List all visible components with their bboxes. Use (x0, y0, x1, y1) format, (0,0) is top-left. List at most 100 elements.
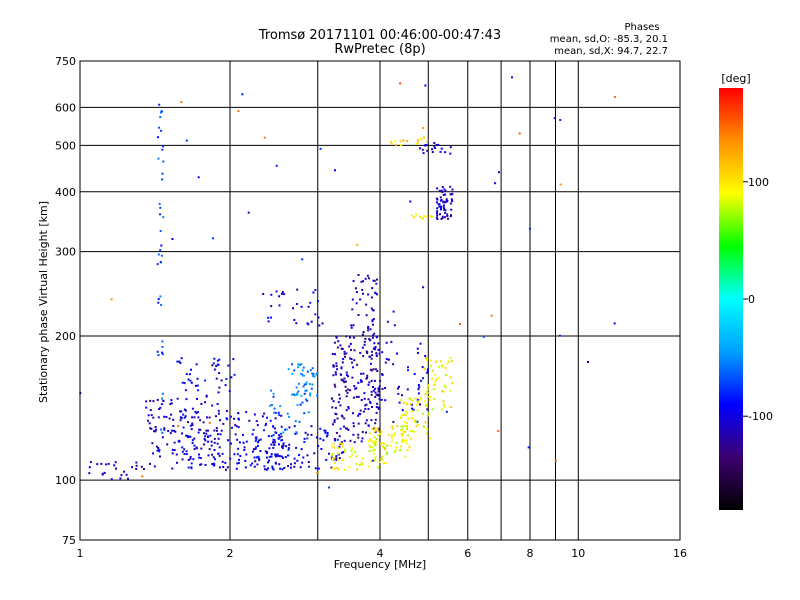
o-mode-point (295, 386, 298, 389)
o-mode-point (333, 419, 336, 422)
o-mode-point (407, 366, 409, 369)
o-mode-point (107, 462, 110, 465)
x-mode-point (380, 430, 383, 433)
o-mode-point (176, 461, 178, 464)
x-mode-point (371, 446, 374, 449)
o-mode-point (335, 432, 338, 434)
o-mode-point (184, 415, 187, 418)
o-mode-point (385, 341, 388, 344)
x-mode-point (402, 430, 405, 433)
o-mode-point (497, 171, 500, 174)
o-mode-point (422, 286, 425, 289)
o-mode-point (279, 455, 281, 458)
o-mode-point (392, 363, 395, 366)
x-mode-point (426, 385, 429, 388)
o-mode-point (179, 362, 182, 364)
o-mode-point (299, 466, 302, 469)
o-mode-point (334, 169, 336, 172)
o-mode-point (297, 363, 300, 366)
o-mode-point (151, 442, 154, 445)
o-mode-point (220, 379, 223, 382)
o-mode-point (163, 415, 166, 418)
o-mode-point (426, 408, 429, 411)
y-tick-label: 600 (55, 101, 76, 114)
o-mode-point (190, 428, 193, 430)
x-mode-point (336, 467, 339, 469)
x-mode-point (441, 390, 444, 393)
o-mode-point (295, 446, 298, 449)
o-mode-point (195, 384, 197, 387)
x-mode-point (373, 448, 376, 451)
o-mode-point (283, 467, 286, 469)
o-mode-point (211, 404, 214, 407)
o-mode-point (158, 103, 161, 106)
o-mode-point (256, 463, 259, 466)
x-mode-point (426, 357, 429, 360)
o-mode-point (438, 205, 441, 208)
o-mode-point (326, 433, 329, 436)
o-mode-point (244, 459, 247, 462)
o-mode-point (221, 452, 224, 455)
x-mode-point (431, 408, 434, 411)
o-mode-point (313, 375, 316, 378)
x-mode-point (331, 445, 334, 448)
o-mode-point (183, 408, 186, 411)
o-mode-point (392, 310, 395, 313)
o-mode-point (332, 400, 335, 403)
o-mode-point (277, 411, 280, 414)
o-mode-point (103, 471, 106, 474)
x-mode-point (421, 217, 424, 220)
o-mode-point (292, 393, 295, 396)
o-mode-point (281, 468, 284, 471)
o-mode-point (204, 464, 207, 466)
x-mode-point (449, 376, 452, 379)
x-mode-point (431, 369, 434, 372)
x-mode-point (413, 420, 416, 423)
o-mode-point (234, 433, 237, 436)
o-mode-point (304, 431, 307, 434)
o-mode-point (180, 417, 183, 420)
x-mode-point (409, 430, 411, 433)
o-mode-point (278, 443, 280, 446)
o-mode-point (218, 372, 221, 374)
x-mode-point (331, 467, 334, 470)
o-mode-point (377, 427, 380, 430)
o-mode-point (159, 406, 162, 409)
o-mode-point (160, 244, 163, 247)
o-mode-point (193, 448, 196, 451)
o-mode-point (334, 353, 336, 356)
o-mode-point (272, 392, 275, 395)
o-mode-point (338, 393, 341, 396)
o-mode-point (237, 426, 240, 429)
o-mode-point (158, 450, 161, 453)
o-mode-point (374, 422, 377, 425)
o-mode-point (369, 400, 372, 403)
o-mode-point (196, 384, 199, 387)
o-mode-point (355, 302, 358, 305)
o-mode-point (270, 443, 273, 446)
x-mode-point (415, 213, 418, 216)
o-mode-point (268, 459, 271, 462)
o-mode-point (336, 346, 339, 349)
o-mode-point (187, 459, 190, 461)
o-mode-point (301, 258, 304, 261)
x-mode-point (409, 437, 412, 440)
o-mode-point (362, 372, 365, 375)
o-mode-point (337, 401, 340, 404)
o-mode-point (304, 389, 307, 392)
o-mode-point (256, 424, 259, 427)
o-mode-point (300, 305, 303, 308)
x-mode-point (405, 439, 407, 442)
o-mode-point (324, 429, 327, 432)
o-mode-point (374, 346, 377, 348)
o-mode-point (347, 407, 350, 410)
o-mode-point (374, 418, 377, 421)
x-mode-point (412, 430, 415, 433)
o-mode-point (213, 368, 216, 371)
x-tick-label: 1 (77, 547, 84, 560)
o-mode-point (345, 395, 348, 398)
x-mode-point (404, 455, 407, 458)
x-mode-point (373, 436, 376, 439)
o-mode-point (290, 463, 292, 466)
o-mode-point (225, 468, 227, 471)
